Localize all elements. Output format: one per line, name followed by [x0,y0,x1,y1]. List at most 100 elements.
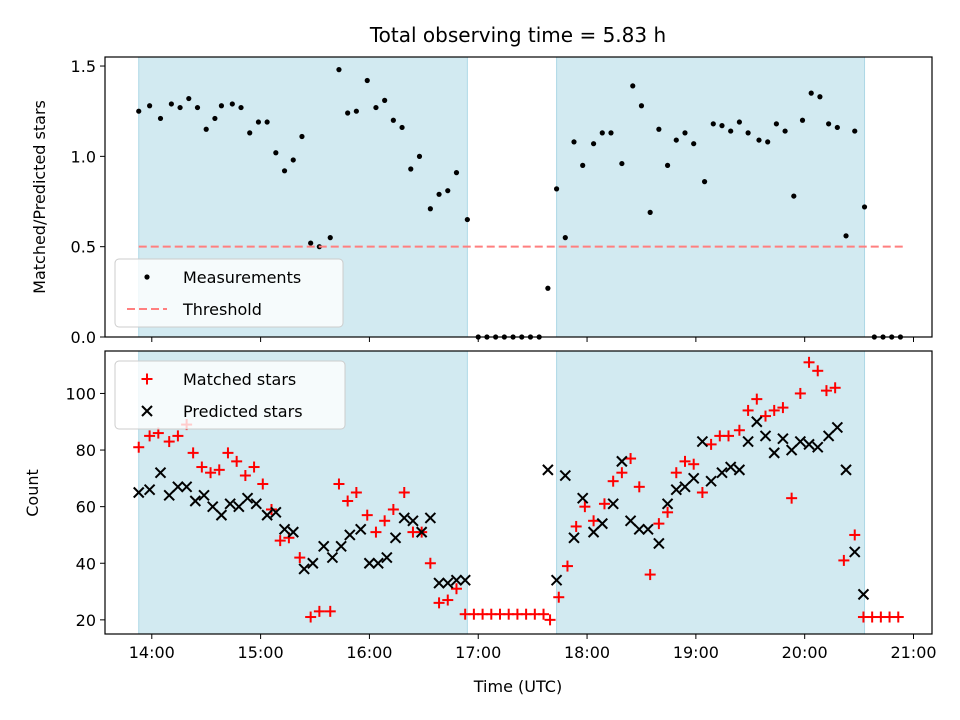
data-point [607,475,619,487]
data-point [373,104,379,111]
data-point [829,382,841,394]
data-point [177,104,183,111]
legend-swatch [144,274,150,280]
data-point [305,611,317,623]
data-point [803,356,815,368]
legend-label: Matched stars [183,370,296,389]
data-point [250,498,262,510]
data-point [647,209,653,215]
data-point [831,421,844,434]
data-point [163,489,175,502]
data-point [327,235,333,241]
data-point [705,475,717,487]
data-point [599,130,605,136]
data-point [299,133,305,140]
data-point [579,501,591,513]
data-point [633,481,645,493]
data-point [229,101,235,107]
data-point [559,469,571,482]
data-point [459,574,471,586]
data-point [335,540,347,552]
data-point [679,481,691,493]
data-point [822,430,835,442]
data-point [638,103,645,109]
y-tick-label: 0.0 [71,328,96,347]
data-point [233,500,245,513]
data-point [247,130,253,136]
data-point [381,551,393,564]
data-point [307,557,319,569]
data-point [382,97,388,103]
data-point [820,385,832,397]
data-point [733,424,745,436]
data-point [679,455,691,467]
x-tick-label: 21:00 [890,643,936,662]
data-point [364,77,370,84]
legend-box [114,258,344,328]
data-point [353,108,359,114]
data-point [773,121,779,127]
data-point [270,506,282,519]
data-point [255,119,262,125]
data-point [387,503,399,515]
data-point [759,430,772,442]
data-point [136,108,142,114]
data-point [241,492,254,504]
bottom-y-axis-label: Count [23,469,42,517]
data-point [264,119,270,125]
data-point [607,498,619,510]
data-point [308,240,314,246]
y-tick-label: 1.0 [71,147,96,166]
data-point [596,517,608,530]
bottom-plot-frame [104,350,933,635]
data-point [408,166,414,172]
data-point [187,447,199,459]
data-point [450,574,463,586]
data-point [682,130,688,136]
data-point [544,614,556,626]
data-point [705,438,717,450]
data-point [625,453,637,465]
data-point [794,387,806,399]
data-point [861,204,868,210]
data-point [450,583,462,595]
data-point [642,523,654,535]
observing-window-2 [556,56,866,338]
data-point [791,193,797,199]
data-point [143,483,156,496]
data-point [390,117,396,123]
series-matched-stars [133,356,904,626]
data-point [215,509,228,521]
data-point [608,130,614,136]
data-point [224,498,236,510]
data-point [710,121,716,127]
data-point [803,438,815,451]
data-point [673,137,679,143]
data-point [433,577,445,589]
data-point [840,464,852,476]
data-point [688,458,700,470]
data-point [765,139,771,145]
data-point [248,461,260,473]
data-point [163,436,175,448]
data-point [719,123,725,129]
data-point [399,124,405,131]
data-point [580,162,586,168]
x-tick-label: 15:00 [238,643,284,662]
data-point [742,435,754,448]
x-axis-label: Time (UTC) [473,677,562,696]
data-point [696,435,709,448]
data-point [799,117,806,123]
data-point [287,526,299,538]
data-point [745,130,751,136]
data-point [733,464,746,476]
legend-label: Predicted stars [183,402,303,421]
x-tick-label: 19:00 [673,643,719,662]
data-point [768,404,780,416]
top-y-axis-label: Matched/Predicted stars [30,100,49,294]
data-point [350,487,362,498]
data-point [619,160,625,167]
series-predicted-stars [133,416,870,601]
data-point [239,470,251,482]
